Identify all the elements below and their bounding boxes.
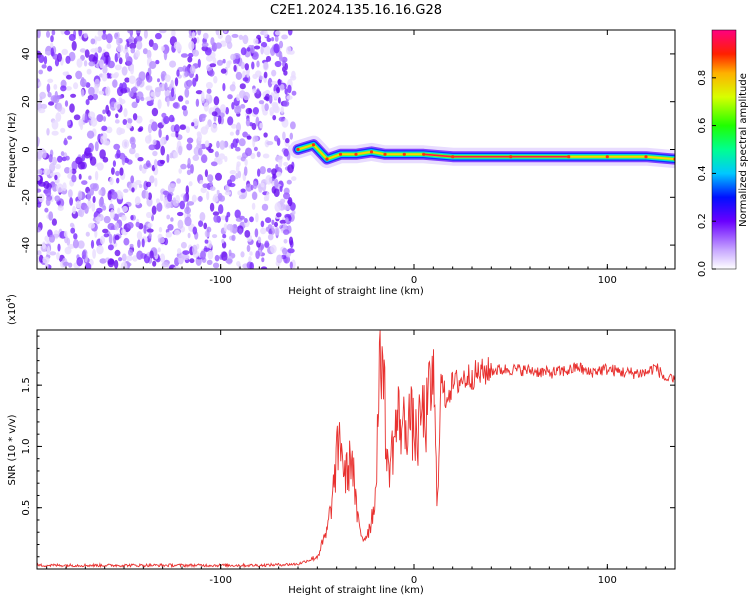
colorbar-tick-label: 0.0 (697, 261, 708, 277)
spectrogram-y-tick-label: 20 (21, 95, 32, 108)
snr-multiplier-prefix: (x10 (7, 302, 18, 325)
snr-y-ticks: 0.5 1.0 1.5 (21, 335, 675, 558)
colorbar-gradient (711, 29, 737, 270)
colorbar-ticks: 0.0 0.2 0.4 0.6 0.8 (697, 70, 716, 277)
colorbar-tick-label: 0.4 (697, 165, 708, 181)
colorbar-label: Normalized spectral amplitude (738, 73, 749, 227)
colorbar-tick: 0.0 (697, 261, 716, 277)
svg-text:(x104): (x104) (5, 294, 18, 325)
colorbar-tick-label: 0.2 (697, 213, 708, 229)
ridge-point (369, 150, 374, 154)
spectrogram-x-tick-label: -100 (209, 275, 232, 286)
spectrogram-x-ticks: -100 0 100 (46, 30, 666, 286)
ridge-point (509, 155, 513, 159)
ridge-point (338, 152, 343, 156)
ridge-point (383, 152, 387, 156)
ridge-point (451, 155, 455, 159)
snr-x-tick-label: -100 (209, 575, 232, 586)
ridge-point (605, 155, 609, 159)
ridge-point (354, 152, 358, 156)
snr-x-tick-label: 100 (598, 575, 617, 586)
ridge-point (644, 155, 648, 159)
snr-panel: -100 0 100 0.5 1.0 1.5 Height of straight li… (5, 294, 676, 596)
spectrogram-y-tick-label: 40 (21, 48, 32, 61)
colorbar-tick: 0.6 (697, 118, 716, 134)
colorbar-tick: 0.4 (697, 165, 716, 181)
ridge-point (325, 157, 329, 161)
ridge-point (422, 152, 426, 156)
snr-series-line (36, 330, 675, 569)
spectrogram-y-ticks: -40 -20 0 20 40 (21, 48, 675, 253)
spectrogram-y-tick-label: -20 (21, 189, 32, 205)
snr-x-axis-label: Height of straight line (km) (288, 585, 424, 596)
snr-y-tick: 1.0 (21, 438, 675, 454)
snr-y-tick: 0.5 (21, 500, 675, 516)
ridge-point (402, 152, 406, 156)
spectrogram-noise-field (37, 30, 297, 269)
ridge-point (296, 147, 300, 152)
colorbar-tick: 0.8 (697, 70, 716, 86)
spectrogram-x-tick-label: 0 (411, 275, 417, 286)
snr-y-tick: 1.5 (21, 377, 675, 393)
spectrogram-y-tick-label: -40 (21, 237, 32, 253)
colorbar-tick-label: 0.8 (697, 70, 708, 86)
ridge-point (311, 143, 316, 147)
snr-multiplier-exponent: 4 (5, 297, 13, 302)
snr-multiplier-label: (x104) (5, 294, 18, 325)
snr-x-tick: -100 (209, 330, 232, 586)
ridge-point (567, 155, 571, 159)
snr-y-tick-label: 1.0 (21, 438, 32, 454)
spectrogram-y-axis-label: Frequency (Hz) (7, 112, 18, 188)
spectrogram-y-tick-label: 0 (21, 146, 32, 152)
spectrogram-y-tick: 40 (21, 48, 675, 61)
snr-x-tick: 0 (411, 330, 417, 586)
colorbar-tick-label: 0.6 (697, 118, 708, 134)
snr-frame (36, 329, 676, 570)
chart-title: C2E1.2024.135.16.16.G28 (270, 3, 442, 18)
spectrogram-y-tick: -20 (21, 189, 675, 205)
snr-x-tick-label: 0 (411, 575, 417, 586)
ridge-core (423, 153, 569, 158)
spectrogram-y-tick: 20 (21, 95, 675, 108)
snr-multiplier-suffix: ) (7, 294, 18, 298)
snr-y-axis-label: SNR (10 * v/v) (7, 414, 18, 485)
snr-x-tick: 100 (598, 330, 617, 586)
colorbar: 0.0 0.2 0.4 0.6 0.8 Normalized spectral ampl… (697, 29, 749, 277)
spectrogram-x-axis-label: Height of straight line (km) (288, 286, 424, 297)
snr-y-tick-label: 1.5 (21, 377, 32, 393)
snr-y-tick-label: 0.5 (21, 500, 32, 516)
spectrogram-panel: -100 0 100 -40 -20 0 20 40 Height of straight … (7, 29, 676, 297)
spectrogram-x-tick-label: 100 (598, 275, 617, 286)
snr-x-ticks: -100 0 100 (46, 330, 666, 586)
spectrogram-y-tick: -40 (21, 237, 675, 253)
spectrogram-content (37, 30, 675, 269)
spectrogram-y-tick: 0 (21, 146, 675, 153)
colorbar-tick: 0.2 (697, 213, 716, 229)
